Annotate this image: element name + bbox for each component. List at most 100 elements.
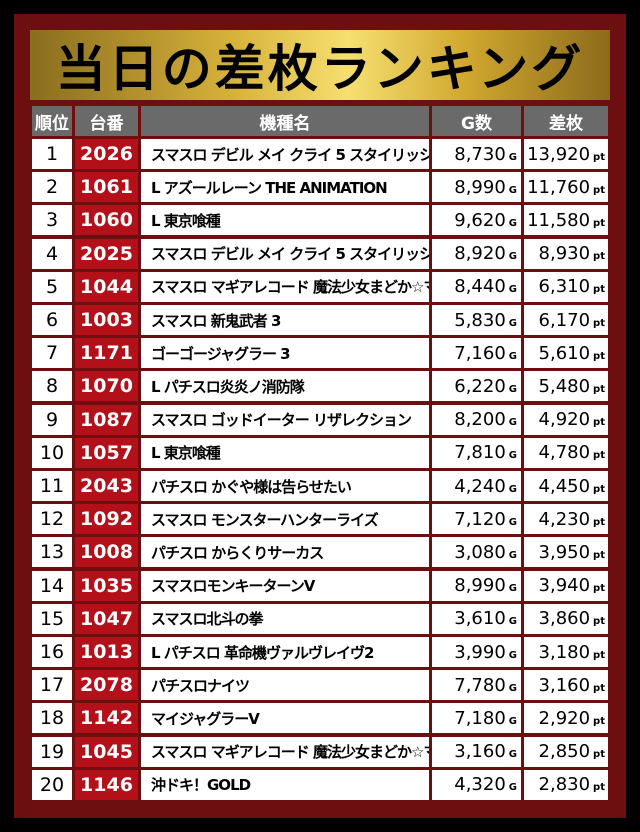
machine-number-cell: 2025 [75, 238, 138, 269]
header-games: G数 [432, 106, 521, 136]
machine-number-cell: 2026 [75, 139, 138, 169]
games-cell: 5,830 G [432, 305, 521, 335]
rank-cell: 6 [32, 305, 72, 335]
diff-value: 5,480 [538, 375, 591, 397]
diff-cell: 4,450 pt [524, 471, 608, 501]
diff-value: 6,170 [538, 309, 591, 331]
diff-value: 4,230 [538, 508, 591, 530]
machine-number-cell: 1035 [75, 570, 138, 601]
games-unit: G [508, 516, 517, 528]
games-cell: 3,990 G [432, 637, 521, 667]
games-unit: G [508, 217, 517, 229]
diff-value: 3,160 [538, 674, 591, 696]
games-unit: G [508, 715, 517, 727]
games-value: 8,730 [454, 143, 506, 165]
machine-number-cell: 1003 [75, 305, 138, 335]
diff-cell: 3,180 pt [524, 637, 608, 667]
diff-value: 13,920 [527, 143, 591, 165]
rank-cell: 19 [32, 736, 72, 767]
rank-cell: 5 [32, 271, 72, 302]
machine-name-cell: L パチスロ炎炎ノ消防隊 [141, 371, 429, 402]
table-row: 16 1013 L パチスロ 革命機ヴァルヴレイヴ2 3,990 G 3,180 pt [32, 637, 608, 667]
rank-cell: 11 [32, 471, 72, 501]
diff-value: 3,940 [538, 575, 591, 597]
machine-name-cell: マイジャグラーV [141, 703, 429, 734]
games-cell: 7,160 G [432, 338, 521, 369]
machine-number-cell: 1087 [75, 404, 138, 435]
games-unit: G [508, 483, 517, 495]
diff-unit: pt [593, 184, 605, 196]
games-unit: G [508, 549, 517, 561]
diff-cell: 2,850 pt [524, 736, 608, 767]
diff-cell: 3,940 pt [524, 570, 608, 601]
diff-unit: pt [593, 284, 605, 296]
diff-value: 4,450 [538, 475, 591, 497]
games-value: 4,320 [454, 774, 506, 796]
games-value: 9,620 [454, 209, 506, 231]
games-unit: G [508, 350, 517, 362]
rank-cell: 20 [32, 769, 72, 800]
table-row: 2 1061 L アズールレーン THE ANIMATION 8,990 G 11,760… [32, 172, 608, 203]
games-cell: 3,080 G [432, 537, 521, 568]
rank-cell: 3 [32, 205, 72, 236]
rank-cell: 16 [32, 637, 72, 667]
table-row: 14 1035 スマスロモンキーターンV 8,990 G 3,940 pt [32, 570, 608, 601]
diff-value: 8,930 [538, 243, 591, 265]
diff-cell: 2,830 pt [524, 769, 608, 800]
games-unit: G [508, 251, 517, 263]
machine-name-cell: L パチスロ 革命機ヴァルヴレイヴ2 [141, 637, 429, 667]
rank-cell: 10 [32, 437, 72, 468]
games-value: 7,780 [454, 674, 506, 696]
diff-cell: 11,760 pt [524, 172, 608, 203]
games-cell: 3,160 G [432, 736, 521, 767]
rank-cell: 18 [32, 703, 72, 734]
diff-cell: 5,480 pt [524, 371, 608, 402]
diff-unit: pt [593, 715, 605, 727]
games-cell: 6,220 G [432, 371, 521, 402]
diff-unit: pt [593, 583, 605, 595]
machine-name-cell: スマスロ 新鬼武者 3 [141, 305, 429, 335]
games-unit: G [508, 616, 517, 628]
diff-unit: pt [593, 483, 605, 495]
machine-number-cell: 1092 [75, 504, 138, 535]
diff-cell: 8,930 pt [524, 238, 608, 269]
diff-cell: 4,780 pt [524, 437, 608, 468]
diff-value: 11,760 [527, 176, 591, 198]
diff-unit: pt [593, 383, 605, 395]
table-row: 3 1060 L 東京喰種 9,620 G 11,580 pt [32, 205, 608, 236]
rank-cell: 17 [32, 670, 72, 701]
diff-value: 3,950 [538, 541, 591, 563]
games-cell: 8,990 G [432, 172, 521, 203]
table-row: 9 1087 スマスロ ゴッドイーター リザレクション 8,200 G 4,920 pt [32, 404, 608, 435]
diff-unit: pt [593, 350, 605, 362]
diff-value: 4,780 [538, 442, 591, 464]
machine-name-cell: スマスロ ゴッドイーター リザレクション [141, 404, 429, 435]
games-cell: 4,320 G [432, 769, 521, 800]
machine-number-cell: 2078 [75, 670, 138, 701]
games-value: 8,200 [454, 409, 506, 431]
ranking-title-banner: 当日の差枚ランキング [30, 30, 610, 100]
machine-name-cell: パチスロナイツ [141, 670, 429, 701]
machine-number-cell: 1070 [75, 371, 138, 402]
machine-number-cell: 1057 [75, 437, 138, 468]
diff-value: 3,180 [538, 641, 591, 663]
games-unit: G [508, 749, 517, 761]
rank-cell: 9 [32, 404, 72, 435]
games-value: 5,830 [454, 309, 506, 331]
table-row: 11 2043 パチスロ かぐや様は告らせたい 4,240 G 4,450 pt [32, 471, 608, 501]
diff-unit: pt [593, 749, 605, 761]
rank-cell: 7 [32, 338, 72, 369]
diff-value: 3,860 [538, 608, 591, 630]
diff-cell: 3,950 pt [524, 537, 608, 568]
machine-name-cell: L 東京喰種 [141, 437, 429, 468]
diff-unit: pt [593, 782, 605, 794]
games-unit: G [508, 450, 517, 462]
header-rank: 順位 [32, 106, 72, 136]
header-diff: 差枚 [524, 106, 608, 136]
machine-name-cell: スマスロ デビル メイ クライ 5 スタイリッシュトライブ [141, 139, 429, 169]
table-row: 17 2078 パチスロナイツ 7,780 G 3,160 pt [32, 670, 608, 701]
machine-number-cell: 1060 [75, 205, 138, 236]
